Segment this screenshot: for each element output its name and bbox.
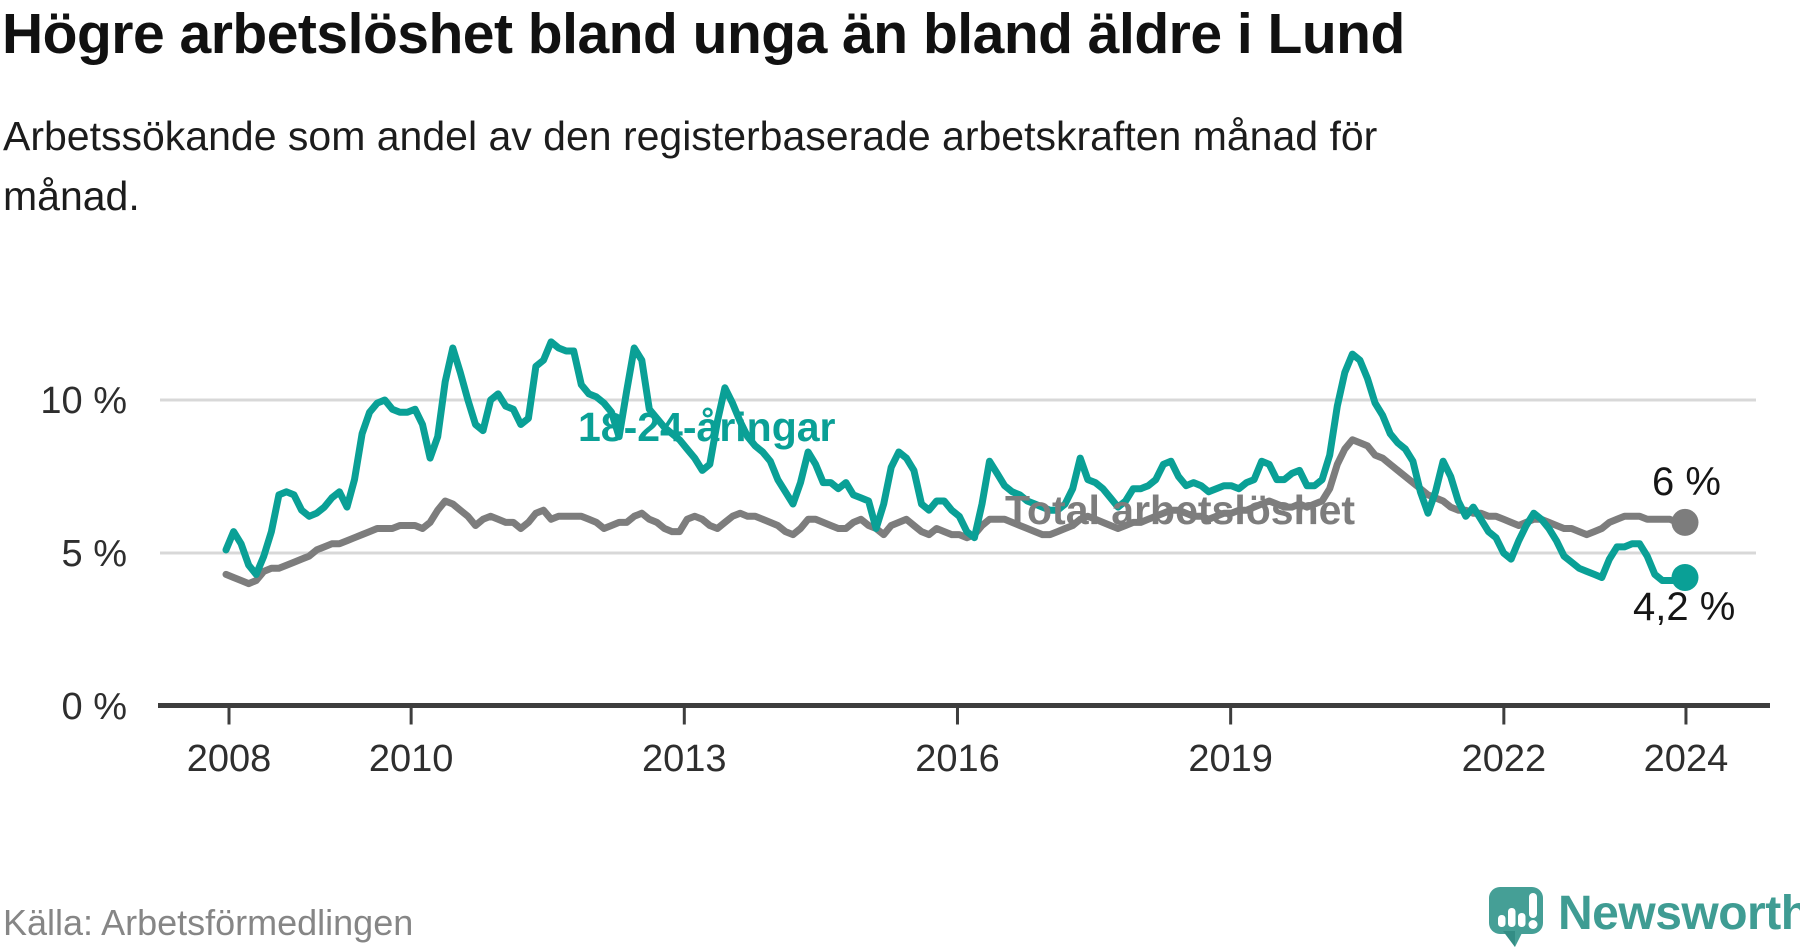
svg-text:2010: 2010 xyxy=(369,738,454,780)
source-credit: Källa: Arbetsförmedlingen xyxy=(3,902,414,943)
end-value-label-total: 6 % xyxy=(1652,460,1721,504)
page-title: Högre arbetslöshet bland unga än bland ä… xyxy=(2,2,1405,66)
svg-text:2022: 2022 xyxy=(1462,738,1547,780)
end-value-label-youth: 4,2 % xyxy=(1633,585,1736,629)
svg-text:10 %: 10 % xyxy=(40,380,127,422)
series-label-youth: 18-24-åringar xyxy=(578,404,836,450)
newsworthy-logo: Newsworthy xyxy=(1488,886,1800,948)
svg-text:5 %: 5 % xyxy=(62,533,127,575)
svg-text:2024: 2024 xyxy=(1644,738,1729,780)
svg-text:2013: 2013 xyxy=(642,738,727,780)
svg-text:0 %: 0 % xyxy=(62,686,127,728)
series-label-total: Total arbetslöshet xyxy=(1005,487,1356,533)
newsworthy-wordmark: Newsworthy xyxy=(1558,887,1800,940)
svg-text:2008: 2008 xyxy=(187,738,272,780)
newsworthy-icon xyxy=(1489,887,1543,947)
svg-text:2016: 2016 xyxy=(915,738,1000,780)
page-subtitle: Arbetssökande som andel av den registerb… xyxy=(3,113,1378,219)
svg-text:2019: 2019 xyxy=(1188,738,1273,780)
